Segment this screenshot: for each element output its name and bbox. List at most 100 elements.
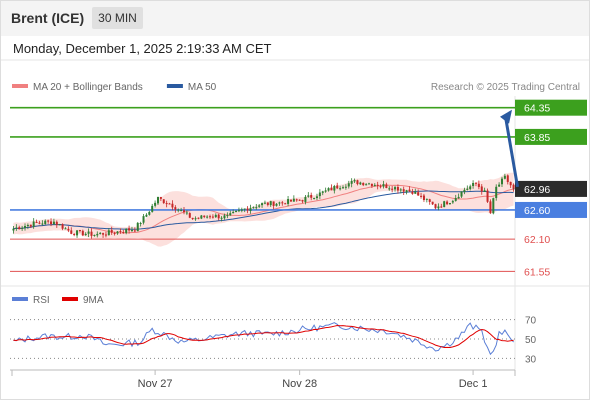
candle-body [431,201,434,205]
candle-body [70,230,73,234]
candle-body [417,192,420,196]
candle-body [495,186,498,199]
candle-body [81,230,84,236]
candle-body [454,197,457,201]
level-label-bg [515,201,587,218]
candle-body [324,190,327,192]
candle-body [64,228,67,230]
candle-body [388,188,391,190]
candle-body [206,216,209,218]
candle-body [102,233,105,235]
level-label: 64.35 [524,103,550,115]
candle-body [310,194,313,198]
candle-body [391,188,394,190]
candle-body [318,192,321,197]
candle-body [448,202,451,205]
candle-body [87,231,90,234]
candle-body [194,218,197,220]
candle-body [489,201,492,213]
candle-body [50,221,53,225]
candle-body [73,233,76,235]
last-price-label: 62.96 [524,184,550,196]
candle-body [399,189,402,191]
candle-body [408,189,411,192]
candle-body [503,175,506,179]
candle-body [26,224,29,227]
timeframe-button[interactable]: 30 MIN [92,7,143,29]
level-label: 63.85 [524,132,550,144]
candle-body [240,209,243,211]
candle-body [258,205,261,207]
candle-body [460,191,463,197]
candle-body [307,195,310,197]
candle-body [336,185,339,189]
candle-body [154,202,157,206]
candle-body [185,212,188,214]
candle-body [229,213,232,216]
candle-body [411,191,414,194]
candle-body [104,234,107,236]
candle-body [292,198,295,202]
level-label: 62.60 [524,205,550,217]
candle-body [379,186,382,188]
rsi-level-label: 30 [525,354,537,365]
candle-body [130,229,133,231]
candle-body [275,203,278,206]
candle-body [67,228,70,231]
candle-body [125,228,128,233]
rsi-legend-label: 9MA [83,295,104,306]
candle-body [486,190,489,202]
candle-body [232,211,235,214]
candle-body [451,201,454,203]
x-tick-label: Nov 28 [282,378,317,390]
candle-body [446,201,449,205]
candle-body [252,207,255,209]
copyright-text: Research © 2025 Trading Central [431,82,580,93]
forecast-arrow-shaft [504,119,520,188]
candle-body [477,183,480,187]
candle-body [119,231,122,233]
candle-body [373,184,376,187]
candle-body [171,203,174,208]
candle-body [506,175,509,182]
candle-body [21,227,24,229]
candle-body [139,223,142,225]
candle-body [177,209,180,211]
candle-body [492,198,495,214]
candle-body [289,199,292,202]
candle-body [18,227,21,230]
candle-body [99,232,102,234]
candle-body [142,216,145,223]
candle-body [209,216,212,218]
candle-body [472,182,475,187]
candle-body [211,216,214,218]
candle-body [107,230,110,236]
candle-body [29,224,32,227]
candle-body [84,233,87,236]
candle-body [463,189,466,192]
candle-body [339,188,342,190]
candle-body [512,184,515,189]
ma50-line [13,190,514,230]
candle-body [500,178,504,185]
candle-body [58,224,61,226]
candle-body [321,191,324,193]
candle-body [249,208,252,211]
candle-body [182,210,186,213]
candle-body [243,208,246,210]
candle-body [180,210,183,212]
candle-body [266,202,269,205]
candle-body [437,206,440,209]
header-bar: Brent (ICE) 30 MIN [0,0,590,36]
candle-body [344,186,347,188]
candle-body [370,183,373,186]
candle-body [156,196,159,204]
candle-body [61,224,64,229]
candle-body [90,231,93,236]
candle-body [191,217,194,220]
candle-body [428,199,431,202]
candle-body [301,200,304,202]
candle-body [76,230,79,236]
candle-body [78,230,81,232]
